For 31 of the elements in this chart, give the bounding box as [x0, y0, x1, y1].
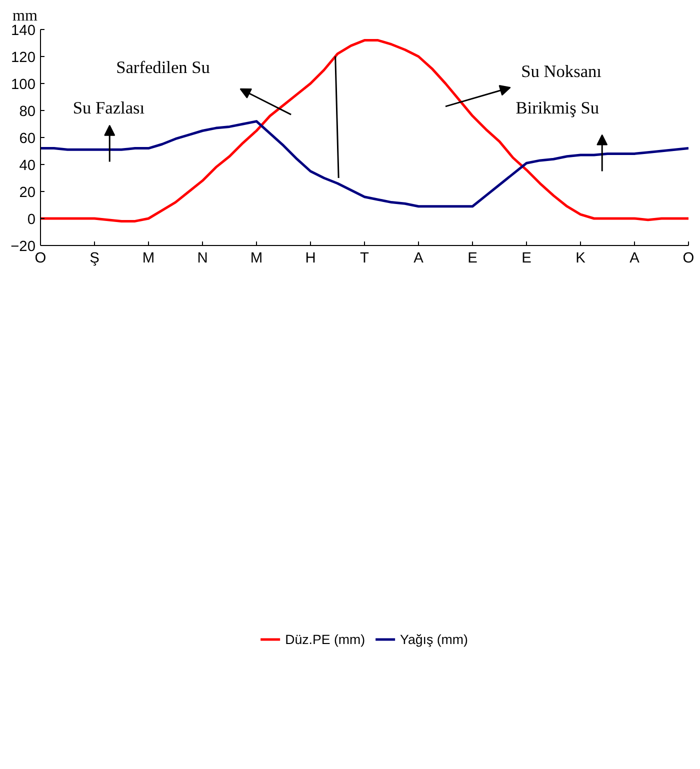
x-tick-label: A — [414, 250, 424, 266]
y-tick-label: 40 — [19, 158, 36, 174]
x-tick-label: Ş — [90, 250, 100, 266]
annotation: Su Fazlası — [72, 98, 145, 118]
x-tick-label: K — [576, 250, 586, 266]
y-axis-title: mm — [12, 8, 38, 24]
legend-label: Yağış (mm) — [400, 632, 468, 646]
y-tick-label: 0 — [27, 212, 36, 228]
annotation: Su Noksanı — [521, 62, 602, 81]
line-series — [40, 120, 688, 208]
annotation: Sarfedilen Su — [116, 58, 210, 77]
y-tick-label: 120 — [11, 50, 36, 66]
x-tick-label: E — [522, 250, 532, 266]
x-tick-label: H — [305, 250, 316, 266]
y-tick-label: 100 — [11, 77, 36, 93]
x-tick-label: A — [630, 250, 640, 266]
x-tick-label: E — [468, 250, 478, 266]
x-tick-label: M — [142, 250, 155, 266]
annotation: Birikmiş Su — [516, 98, 600, 118]
y-tick-label: 140 — [11, 23, 36, 39]
y-tick-label: 80 — [19, 104, 36, 120]
line-series — [40, 39, 688, 222]
x-tick-label: T — [360, 250, 370, 266]
x-tick-label: N — [197, 250, 208, 266]
y-tick-label: −20 — [10, 239, 36, 255]
y-tick-label: 20 — [19, 185, 36, 201]
x-tick-label: M — [250, 250, 263, 266]
x-tick-label: O — [682, 250, 694, 266]
x-tick-label: O — [34, 250, 46, 266]
legend-label: Düz.PE (mm) — [285, 632, 366, 646]
y-tick-label: 60 — [19, 131, 36, 147]
